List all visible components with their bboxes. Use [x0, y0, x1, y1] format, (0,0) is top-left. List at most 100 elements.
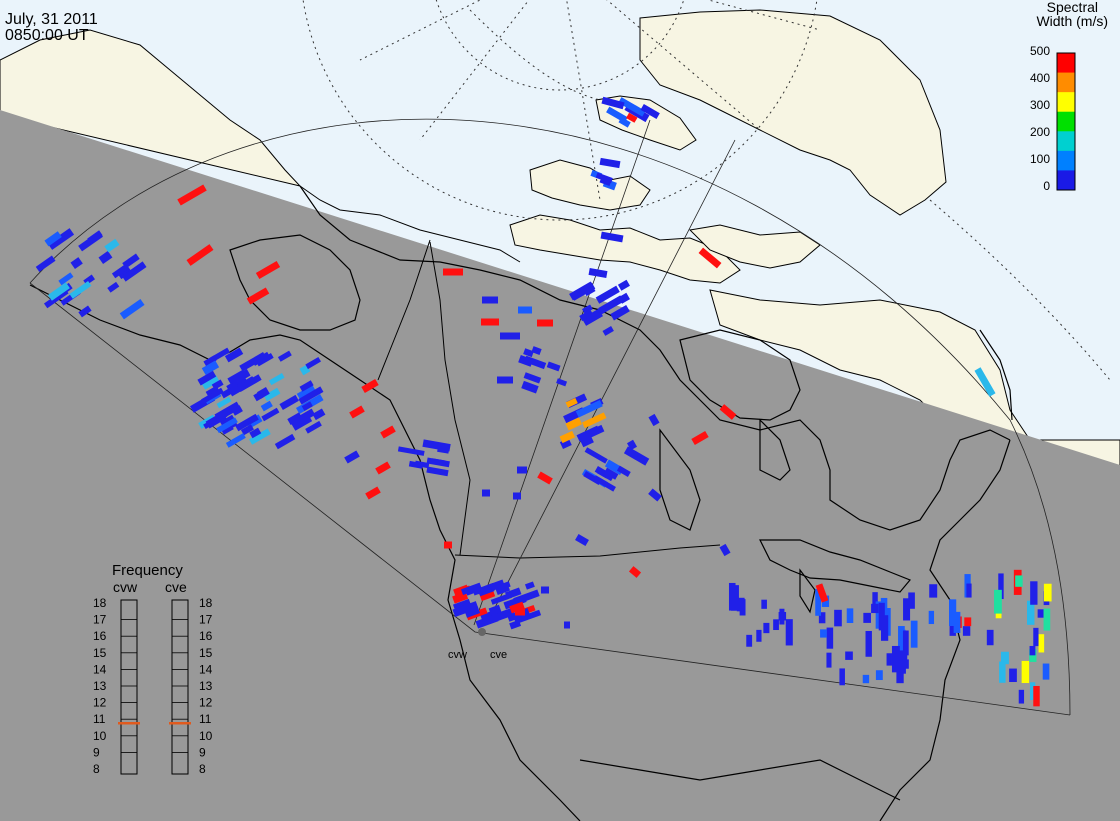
- radar-echo-cell: [902, 630, 909, 656]
- radar-echo-cell: [865, 630, 872, 657]
- radar-echo-cell: [575, 533, 589, 547]
- radar-echo-cell: [564, 621, 570, 629]
- colorbar-segment: [1057, 131, 1075, 152]
- colorbar-segment: [1057, 111, 1075, 132]
- radar-echo-cell: [298, 386, 324, 405]
- frequency-scale-tick: 14: [199, 662, 213, 676]
- radar-echo-cell: [35, 255, 56, 273]
- frequency-scale-tick: 16: [93, 629, 107, 643]
- radar-echo-cell: [305, 420, 322, 434]
- radar-echo-cell: [69, 280, 92, 299]
- radar-echo-cell: [452, 591, 469, 604]
- radar-echo-cell: [253, 391, 264, 402]
- radar-echo-cell: [299, 380, 314, 392]
- radar-echo-cell: [453, 584, 469, 596]
- radar-echo-cell: [929, 584, 938, 598]
- radar-echo-cell: [1000, 651, 1009, 665]
- radar-echo-cell: [565, 417, 583, 431]
- colorbar-title-line2: Width (m/s): [1036, 13, 1108, 29]
- radar-echo-cell: [763, 622, 770, 634]
- frequency-scale-tick: 8: [199, 762, 206, 776]
- radar-site-label-cvw: cvw: [448, 649, 467, 661]
- radar-echo-cell: [618, 117, 631, 128]
- frequency-scale-tick: 13: [199, 679, 213, 693]
- radar-echo-cell: [871, 603, 879, 614]
- radar-echo-cell: [495, 584, 511, 596]
- radar-echo-cell: [600, 231, 624, 243]
- time-label: 0850:00 UT: [5, 27, 89, 44]
- radar-echo-cell: [298, 408, 316, 423]
- radar-echo-cell: [256, 353, 274, 367]
- radar-echo-cell: [1018, 689, 1025, 704]
- radar-echo-cell: [618, 292, 630, 304]
- radar-echo-cell: [891, 645, 900, 673]
- radar-echo-cell: [964, 617, 972, 627]
- colorbar: Spectral Width (m/s) 500 400 300 200 100…: [1030, 0, 1108, 193]
- radar-echo-cell: [875, 670, 883, 681]
- radar-echo-cell: [1042, 663, 1050, 680]
- frequency-scale-tick: 11: [199, 712, 212, 726]
- radar-echo-cell: [296, 384, 316, 400]
- radar-echo-cell: [559, 430, 576, 444]
- radar-echo-cell: [928, 610, 935, 625]
- radar-echo-cell: [515, 608, 525, 616]
- radar-echo-cell: [601, 96, 625, 110]
- radar-echo-cell: [587, 304, 610, 320]
- radar-echo-cell: [588, 267, 608, 279]
- radar-echo-cell: [122, 253, 140, 269]
- radar-echo-cell: [698, 247, 722, 269]
- radar-site-label-cve: cve: [490, 649, 507, 661]
- radar-echo-cell: [602, 326, 614, 336]
- radar-echo-cell: [216, 417, 238, 434]
- radar-echo-cell: [1037, 609, 1044, 618]
- radar-echo-cell: [518, 354, 534, 367]
- radar-echo-cell: [517, 466, 527, 474]
- radar-echo-cell: [966, 583, 972, 598]
- frequency-scale-tick: 8: [93, 762, 100, 776]
- radar-echo-cell: [201, 375, 220, 390]
- colorbar-tick: 100: [1030, 152, 1050, 166]
- radar-echoes: [35, 96, 1052, 707]
- night-shade: [0, 110, 1120, 821]
- frequency-scales: 18 17 16 15 14 13 12 11 10 9 8 18 17 16 15 14 13 12 11 10 9 8: [93, 596, 213, 776]
- radar-echo-cell: [426, 466, 449, 477]
- radar-echo-cell: [104, 238, 120, 253]
- radar-echo-cell: [460, 582, 482, 595]
- radar-echo-cell: [595, 285, 620, 304]
- radar-echo-cell: [521, 380, 539, 394]
- radar-echo-cell: [523, 372, 542, 384]
- radar-echo-cell: [785, 619, 793, 646]
- radar-echo-cell: [107, 281, 120, 293]
- colorbar-tick: 200: [1030, 125, 1050, 139]
- radar-echo-cell: [834, 609, 842, 627]
- radar-echo-cell: [414, 460, 430, 469]
- radar-echo-cell: [541, 586, 549, 594]
- radar-echo-cell: [618, 97, 646, 117]
- radar-echo-cell: [201, 360, 220, 375]
- radar-echo-cell: [531, 346, 542, 355]
- radar-echo-cell: [47, 228, 75, 250]
- radar-echo-cell: [862, 674, 870, 684]
- radar-echo-cell: [509, 601, 525, 614]
- radar-echo-cell: [582, 304, 593, 314]
- radar-echo-cell: [1038, 634, 1045, 653]
- frequency-scale-tick: 18: [93, 596, 107, 610]
- radar-echo-cell: [211, 379, 224, 390]
- radar-echo-cell: [443, 268, 463, 276]
- radar-echo-cell: [575, 400, 603, 418]
- radar-echo-cell: [756, 629, 762, 642]
- frequency-scale-tick: 10: [93, 729, 107, 743]
- radar-echo-cell: [482, 296, 498, 304]
- radar-echo-cell: [908, 592, 915, 609]
- colorbar-frame: [1056, 52, 1076, 191]
- radar-echo-cell: [1043, 583, 1052, 602]
- lat-lon-grid: [302, 0, 1111, 381]
- radar-site-marker: [478, 628, 486, 636]
- date-label: July, 31 2011: [5, 11, 98, 28]
- radar-echo-cell: [43, 288, 69, 309]
- radar-echo-cell: [227, 369, 247, 385]
- radar-echo-cell: [312, 408, 326, 421]
- colorbar-segment: [1057, 72, 1075, 93]
- radar-echo-cell: [628, 566, 642, 578]
- radar-echo-cell: [880, 615, 889, 641]
